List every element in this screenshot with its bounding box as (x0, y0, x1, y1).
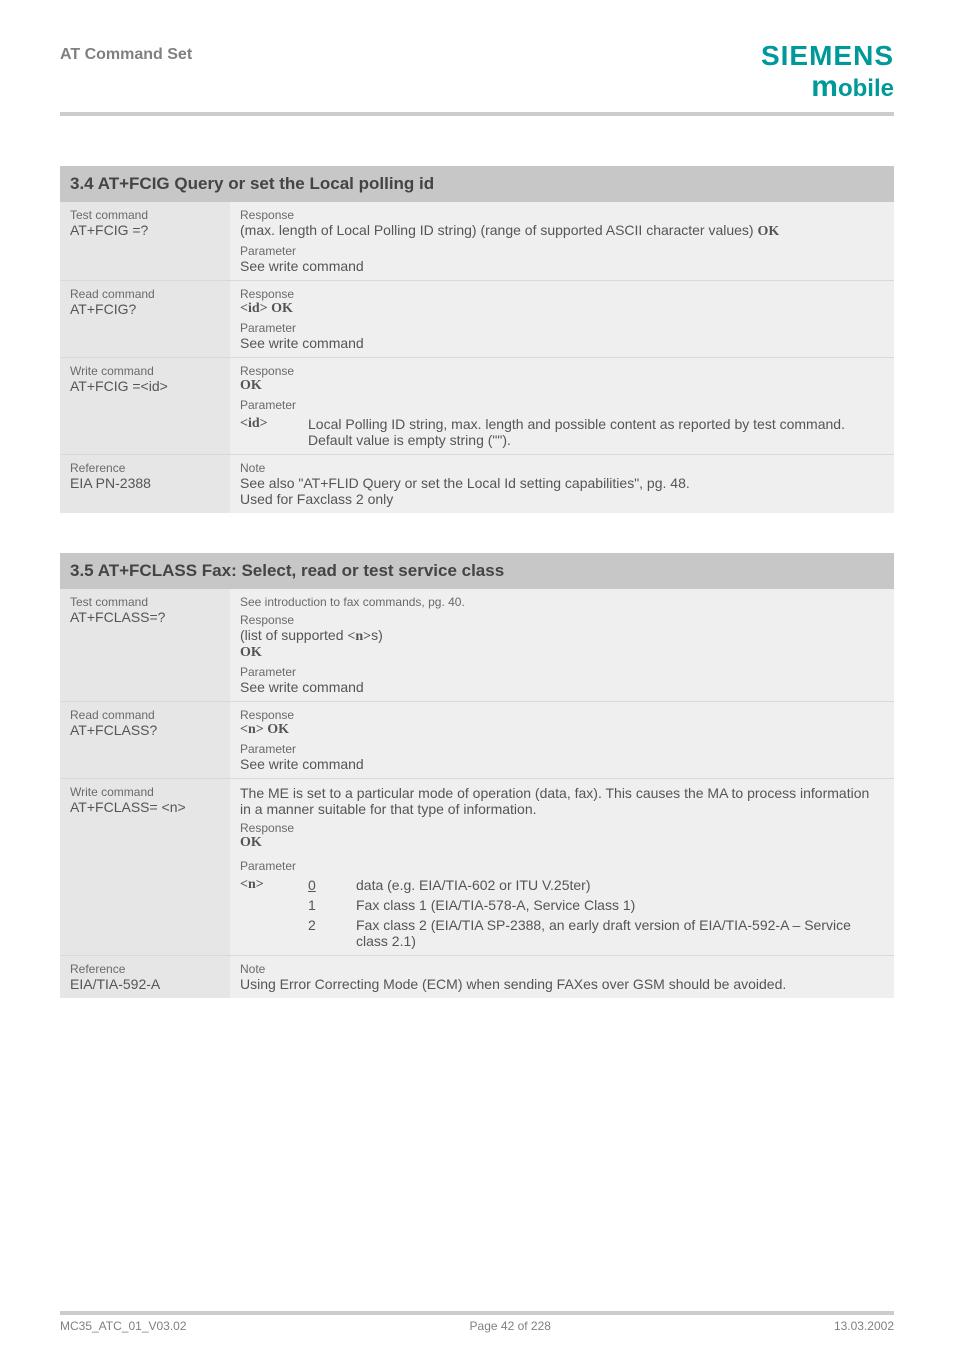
write-ok: OK (240, 378, 884, 394)
read-response: <n> OK (240, 722, 884, 738)
write-desc: The ME is set to a particular mode of op… (240, 785, 884, 817)
write-cmd: AT+FCLASS= <n> (70, 799, 220, 815)
value-0-desc: data (e.g. EIA/TIA-602 or ITU V.25ter) (356, 877, 590, 893)
table-row: Write command AT+FCIG =<id> Response OK … (60, 358, 894, 455)
write-label: Write command (70, 364, 220, 378)
read-cmd: AT+FCIG? (70, 301, 220, 317)
read-label: Read command (70, 708, 220, 722)
reference-value: EIA PN-2388 (70, 475, 220, 491)
header-title: AT Command Set (60, 40, 192, 64)
read-cmd: AT+FCLASS? (70, 722, 220, 738)
response-label: Response (240, 208, 884, 222)
page-header: AT Command Set SIEMENS mobile (60, 40, 894, 112)
footer-center: Page 42 of 228 (470, 1319, 551, 1333)
test-cmd: AT+FCIG =? (70, 222, 220, 238)
value-1-key: 1 (308, 897, 328, 913)
param-label: Parameter (240, 665, 884, 679)
reference-label: Reference (70, 461, 220, 475)
response-label: Response (240, 613, 884, 627)
value-1-desc: Fax class 1 (EIA/TIA-578-A, Service Clas… (356, 897, 635, 913)
note-2: Used for Faxclass 2 only (240, 491, 884, 507)
see-write: See write command (240, 335, 884, 351)
test-ok: OK (240, 645, 884, 661)
table-row: Test command AT+FCLASS=? See introductio… (60, 589, 894, 702)
logo-rest: obile (838, 75, 894, 102)
param-key-id: <id> (240, 416, 290, 432)
value-row: 2 Fax class 2 (EIA/TIA SP-2388, an early… (308, 917, 884, 949)
write-ok: OK (240, 835, 884, 851)
param-row: <id> Local Polling ID string, max. lengt… (240, 416, 884, 448)
siemens-logo: SIEMENS mobile (761, 40, 894, 104)
reference-value: EIA/TIA-592-A (70, 976, 220, 992)
read-label: Read command (70, 287, 220, 301)
table-row: Reference EIA PN-2388 Note See also "AT+… (60, 455, 894, 514)
logo-bottom: mobile (761, 70, 894, 104)
test-label: Test command (70, 208, 220, 222)
table-row: Test command AT+FCIG =? Response (max. l… (60, 202, 894, 281)
param-label: Parameter (240, 742, 884, 756)
footer-rule (60, 1311, 894, 1315)
response-label: Response (240, 364, 884, 378)
table-3-5: Test command AT+FCLASS=? See introductio… (60, 589, 894, 998)
see-write: See write command (240, 756, 884, 772)
param-row: <n> 0 data (e.g. EIA/TIA-602 or ITU V.25… (240, 877, 884, 949)
header-rule (60, 112, 894, 116)
value-row: 0 data (e.g. EIA/TIA-602 or ITU V.25ter) (308, 877, 884, 893)
param-key-n: <n> (240, 877, 290, 893)
param-desc: Local Polling ID string, max. length and… (308, 416, 884, 448)
value-2-key: 2 (308, 917, 328, 949)
response-label: Response (240, 287, 884, 301)
section-3-5-title: 3.5 AT+FCLASS Fax: Select, read or test … (60, 553, 894, 589)
footer-right: 13.03.2002 (834, 1319, 894, 1333)
intro-text: See introduction to fax commands, pg. 40… (240, 595, 884, 609)
page-footer: MC35_ATC_01_V03.02 Page 42 of 228 13.03.… (60, 1311, 894, 1333)
note-text: Using Error Correcting Mode (ECM) when s… (240, 976, 884, 992)
write-label: Write command (70, 785, 220, 799)
section-3-4-title: 3.4 AT+FCIG Query or set the Local polli… (60, 166, 894, 202)
test-response: (list of supported <n>s) (240, 627, 884, 645)
param-label: Parameter (240, 859, 884, 873)
read-response: <id> OK (240, 301, 884, 317)
table-row: Write command AT+FCLASS= <n> The ME is s… (60, 779, 894, 956)
logo-m: m (811, 70, 838, 103)
reference-label: Reference (70, 962, 220, 976)
value-row: 1 Fax class 1 (EIA/TIA-578-A, Service Cl… (308, 897, 884, 913)
footer-left: MC35_ATC_01_V03.02 (60, 1319, 187, 1333)
response-label: Response (240, 708, 884, 722)
param-label: Parameter (240, 244, 884, 258)
param-label: Parameter (240, 398, 884, 412)
table-row: Reference EIA/TIA-592-A Note Using Error… (60, 956, 894, 999)
param-label: Parameter (240, 321, 884, 335)
table-row: Read command AT+FCLASS? Response <n> OK … (60, 702, 894, 779)
test-response: (max. length of Local Polling ID string)… (240, 222, 884, 240)
table-3-4: Test command AT+FCIG =? Response (max. l… (60, 202, 894, 513)
table-row: Read command AT+FCIG? Response <id> OK P… (60, 281, 894, 358)
response-label: Response (240, 821, 884, 835)
note-1: See also "AT+FLID Query or set the Local… (240, 475, 884, 491)
value-2-desc: Fax class 2 (EIA/TIA SP-2388, an early d… (356, 917, 884, 949)
test-label: Test command (70, 595, 220, 609)
note-label: Note (240, 962, 884, 976)
param-values: 0 data (e.g. EIA/TIA-602 or ITU V.25ter)… (308, 877, 884, 949)
value-0-key: 0 (308, 877, 328, 893)
logo-top: SIEMENS (761, 40, 894, 72)
note-label: Note (240, 461, 884, 475)
see-write: See write command (240, 679, 884, 695)
see-write: See write command (240, 258, 884, 274)
write-cmd: AT+FCIG =<id> (70, 378, 220, 394)
test-cmd: AT+FCLASS=? (70, 609, 220, 625)
